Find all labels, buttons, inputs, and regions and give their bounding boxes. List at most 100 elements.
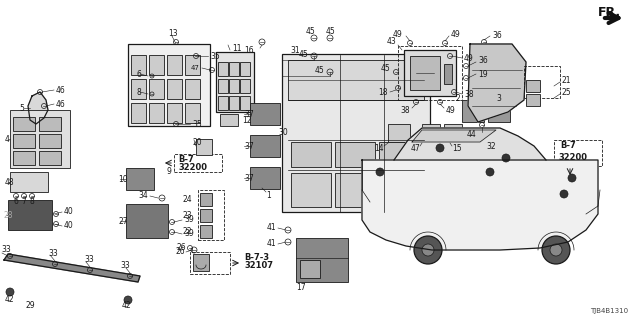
Bar bbox=[131, 55, 146, 75]
Text: 5: 5 bbox=[19, 103, 24, 113]
Text: 19: 19 bbox=[478, 69, 488, 78]
Bar bbox=[126, 168, 154, 190]
Bar bbox=[185, 55, 200, 75]
Text: 45: 45 bbox=[298, 50, 308, 59]
Bar bbox=[39, 117, 61, 131]
Text: 42: 42 bbox=[122, 301, 132, 310]
Text: 9: 9 bbox=[166, 166, 171, 175]
Bar bbox=[185, 79, 200, 99]
Text: 26: 26 bbox=[175, 247, 185, 257]
Text: 33: 33 bbox=[84, 255, 93, 265]
Bar bbox=[126, 204, 168, 238]
Circle shape bbox=[6, 288, 14, 296]
Text: 27: 27 bbox=[118, 217, 127, 226]
Text: 34: 34 bbox=[138, 191, 148, 201]
Text: 28: 28 bbox=[3, 211, 13, 220]
Text: 45: 45 bbox=[305, 27, 315, 36]
Text: 8: 8 bbox=[136, 87, 141, 97]
Bar bbox=[10, 172, 48, 192]
Text: 47: 47 bbox=[410, 143, 420, 153]
Bar bbox=[128, 44, 210, 126]
Bar bbox=[379, 173, 419, 207]
Bar bbox=[288, 60, 424, 100]
Text: 15: 15 bbox=[452, 143, 461, 153]
Text: 40: 40 bbox=[64, 221, 74, 230]
Bar bbox=[167, 103, 182, 123]
Circle shape bbox=[542, 236, 570, 264]
Circle shape bbox=[550, 244, 562, 256]
Bar bbox=[240, 62, 250, 76]
Bar bbox=[410, 56, 440, 90]
Circle shape bbox=[560, 190, 568, 198]
Bar bbox=[193, 254, 209, 271]
Text: 16: 16 bbox=[244, 45, 254, 54]
Text: 38: 38 bbox=[464, 90, 474, 99]
Text: 49: 49 bbox=[446, 106, 456, 115]
Text: 42: 42 bbox=[5, 294, 15, 303]
Text: 6: 6 bbox=[136, 69, 141, 78]
Bar bbox=[13, 151, 35, 165]
Bar bbox=[240, 79, 250, 93]
Text: B-7-3: B-7-3 bbox=[244, 253, 269, 262]
Bar bbox=[462, 100, 484, 122]
Bar bbox=[149, 55, 164, 75]
Text: 35: 35 bbox=[192, 119, 202, 129]
Bar bbox=[149, 103, 164, 123]
Bar bbox=[216, 52, 254, 112]
Bar bbox=[131, 79, 146, 99]
Polygon shape bbox=[468, 44, 526, 122]
Text: 32107: 32107 bbox=[244, 261, 273, 270]
Bar bbox=[218, 62, 228, 76]
Bar bbox=[13, 117, 35, 131]
Bar bbox=[240, 96, 250, 110]
Bar bbox=[300, 260, 320, 278]
Polygon shape bbox=[28, 92, 48, 124]
Bar bbox=[524, 66, 560, 98]
Bar bbox=[218, 79, 228, 93]
Text: 37: 37 bbox=[244, 141, 253, 150]
Circle shape bbox=[422, 244, 434, 256]
Bar bbox=[250, 167, 280, 189]
Polygon shape bbox=[362, 160, 598, 250]
Text: 45: 45 bbox=[380, 63, 390, 73]
Polygon shape bbox=[412, 130, 496, 142]
Text: 25: 25 bbox=[562, 87, 572, 97]
Text: 36: 36 bbox=[492, 30, 502, 39]
Text: 26: 26 bbox=[177, 244, 186, 252]
Bar bbox=[229, 79, 239, 93]
Circle shape bbox=[486, 168, 494, 176]
Bar bbox=[422, 124, 440, 142]
Bar bbox=[13, 134, 35, 148]
Text: 33: 33 bbox=[1, 245, 11, 254]
Text: 48: 48 bbox=[5, 178, 15, 187]
Text: 4: 4 bbox=[5, 134, 10, 143]
Text: 21: 21 bbox=[562, 76, 572, 84]
Circle shape bbox=[376, 168, 384, 176]
Bar bbox=[335, 173, 375, 207]
Bar bbox=[196, 139, 212, 155]
Text: 6: 6 bbox=[13, 196, 18, 205]
Bar bbox=[149, 79, 164, 99]
Text: 39: 39 bbox=[184, 229, 194, 238]
Text: 46: 46 bbox=[56, 100, 66, 108]
Text: B-7: B-7 bbox=[560, 140, 576, 149]
Text: 41: 41 bbox=[266, 223, 276, 233]
Text: TJB4B1310: TJB4B1310 bbox=[590, 308, 628, 314]
Circle shape bbox=[436, 144, 444, 152]
Text: 35: 35 bbox=[210, 52, 220, 60]
Text: 43: 43 bbox=[387, 36, 396, 45]
Text: 31: 31 bbox=[290, 45, 300, 54]
Circle shape bbox=[414, 236, 442, 264]
Bar bbox=[198, 190, 224, 240]
Text: 39: 39 bbox=[184, 215, 194, 225]
Text: 1: 1 bbox=[266, 190, 271, 199]
Text: 33: 33 bbox=[120, 261, 130, 270]
Bar bbox=[167, 55, 182, 75]
Text: 7: 7 bbox=[21, 196, 26, 205]
Text: FR.: FR. bbox=[598, 5, 621, 19]
Bar bbox=[200, 193, 212, 206]
Circle shape bbox=[502, 154, 510, 162]
Text: 40: 40 bbox=[64, 207, 74, 217]
Text: 13: 13 bbox=[168, 28, 178, 37]
Text: 22: 22 bbox=[182, 228, 192, 236]
